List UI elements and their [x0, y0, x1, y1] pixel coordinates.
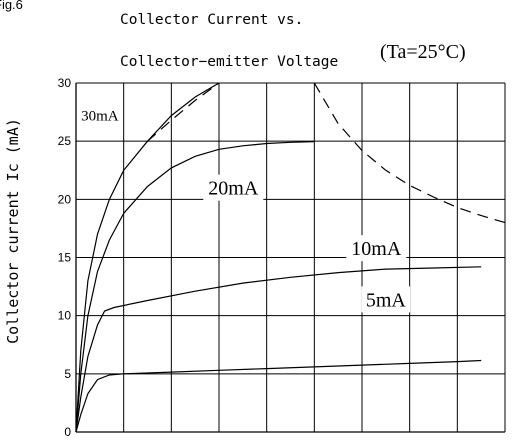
series-label-background [361, 286, 411, 313]
chart-header: Fig.6 Collector Current vs. Collector−em… [0, 0, 466, 70]
plot-frame [75, 82, 506, 433]
series-line [75, 359, 482, 433]
y-axis-label: Collector current Ic (mA) [4, 118, 22, 344]
annotations-group: 30mA 20mA 10mA 5mA [79, 106, 411, 313]
chart-title-line1: Collector Current vs. [120, 12, 303, 28]
series-line [75, 266, 482, 433]
y-tick-labels: 0 5 10 15 20 25 30 [58, 76, 72, 439]
chart-title-line2: Collector−emitter Voltage [120, 54, 338, 70]
y-tick-label: 20 [58, 192, 72, 206]
limit-curve-dashed [147, 82, 220, 142]
series-label: 30mA [81, 109, 119, 125]
y-tick-label: 5 [64, 367, 71, 381]
series-label-background [203, 174, 264, 201]
series-label: 10mA [351, 238, 402, 260]
y-tick-label: 25 [58, 134, 72, 148]
series-label: 5mA [366, 289, 407, 311]
y-tick-label: 0 [64, 425, 71, 439]
series-group [75, 82, 506, 433]
condition-label: (Ta=25°C) [380, 41, 466, 63]
y-tick-label: 15 [58, 251, 72, 265]
figure-label: Fig.6 [0, 0, 23, 12]
grid [76, 83, 505, 432]
y-tick-label: 10 [58, 309, 72, 323]
series-label: 20mA [208, 178, 259, 200]
series-line [75, 82, 220, 433]
y-tick-label: 30 [58, 76, 72, 90]
series-line [75, 141, 315, 433]
series-label-background [79, 106, 120, 125]
limit-curve-dashed [313, 82, 506, 224]
series-label-background [346, 235, 407, 262]
